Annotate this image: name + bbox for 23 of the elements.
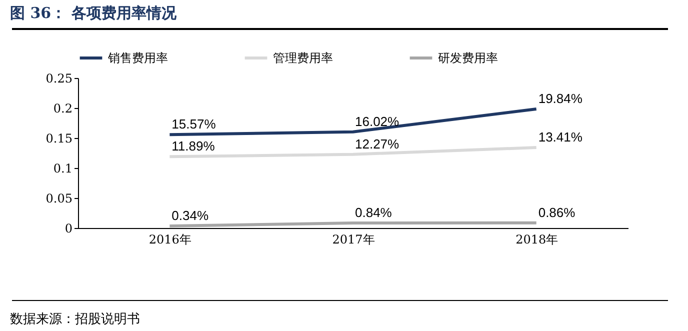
data-label: 19.84% — [538, 90, 583, 106]
legend-label: 销售费用率 — [107, 51, 168, 65]
y-tick-label: 0.1 — [53, 162, 72, 176]
legend-label: 管理费用率 — [273, 51, 333, 65]
y-tick-label: 0.25 — [46, 72, 72, 86]
data-label: 11.89% — [172, 138, 216, 154]
chart-title: 图 36： 各项费用率情况 — [10, 4, 176, 23]
x-tick-label: 2016年 — [148, 232, 192, 246]
source-note: 数据来源：招股说明书 — [10, 311, 140, 328]
data-label: 13.41% — [538, 130, 583, 145]
legend-label: 研发费用率 — [438, 51, 498, 65]
x-tick-label: 2017年 — [332, 232, 375, 246]
y-tick-label: 0.15 — [46, 132, 72, 146]
data-label: 0.86% — [538, 204, 576, 220]
data-label: 0.34% — [172, 208, 209, 223]
data-label: 15.57% — [172, 116, 216, 132]
data-label: 12.27% — [355, 136, 400, 152]
y-tick-label: 0.2 — [53, 102, 72, 116]
data-label: 0.84% — [355, 204, 392, 220]
x-tick-label: 2018年 — [516, 232, 558, 246]
data-label: 16.02% — [355, 114, 400, 129]
y-tick-label: 0 — [64, 222, 72, 236]
y-tick-label: 0.05 — [46, 192, 72, 206]
